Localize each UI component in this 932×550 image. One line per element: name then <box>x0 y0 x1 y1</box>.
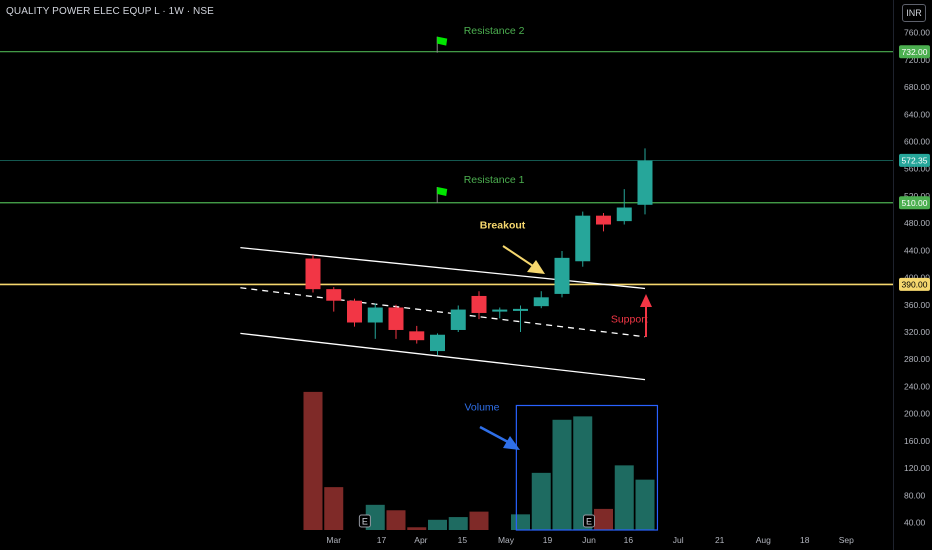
price-tick-label: 120.00 <box>904 463 930 473</box>
time-tick-label: 15 <box>458 535 468 545</box>
time-tick-label: Apr <box>414 535 427 545</box>
volume-bar <box>448 517 468 530</box>
candle-body[interactable] <box>554 257 570 294</box>
breakout-arrow-shaft <box>502 245 534 267</box>
flag-icon <box>437 36 448 46</box>
resistance-1-label: Resistance 1 <box>464 174 525 186</box>
flag-icon <box>437 187 448 197</box>
price-tick-label: 80.00 <box>904 490 926 500</box>
support-label: Support <box>611 313 648 325</box>
time-tick-label: Mar <box>326 535 341 545</box>
candle-body[interactable] <box>513 308 528 311</box>
channel-line-solid <box>240 332 646 381</box>
price-tick-label: 520.00 <box>904 191 930 201</box>
time-tick-label: Jun <box>582 535 596 545</box>
candle-body[interactable] <box>430 334 445 352</box>
candle-body[interactable] <box>616 207 632 222</box>
price-tick-label: 560.00 <box>904 164 930 174</box>
price-axis-separator <box>893 0 894 550</box>
support-arrow-head <box>640 294 652 307</box>
volume-bar <box>469 511 489 530</box>
volume-bar <box>635 479 655 530</box>
candle-body[interactable] <box>637 160 653 205</box>
volume-arrow-head <box>503 436 520 450</box>
breakout-arrow-head <box>527 260 545 274</box>
price-tick-label: 240.00 <box>904 381 930 391</box>
price-label-badge <box>899 277 930 291</box>
candle-body[interactable] <box>533 297 549 307</box>
price-tick-label: 200.00 <box>904 409 930 419</box>
earnings-marker[interactable] <box>582 514 595 528</box>
earnings-marker-label: E <box>362 517 368 527</box>
candle-body[interactable] <box>492 309 508 312</box>
time-tick-label: 21 <box>715 535 725 545</box>
candle-body[interactable] <box>326 289 342 301</box>
volume-bar <box>386 510 406 530</box>
time-tick-label: 17 <box>377 535 387 545</box>
price-tick-label: 360.00 <box>904 300 930 310</box>
candle-body[interactable] <box>575 215 591 262</box>
candle-body[interactable] <box>347 300 362 323</box>
volume-label: Volume <box>464 401 499 413</box>
price-tick-label: 680.00 <box>904 82 930 92</box>
volume-bar <box>552 419 572 530</box>
price-tick-label: 640.00 <box>904 109 930 119</box>
resistance-2-label: Resistance 2 <box>464 25 525 37</box>
volume-bar <box>594 508 613 530</box>
volume-bar <box>573 416 593 530</box>
price-label-text: 510.00 <box>902 198 928 208</box>
volume-bar <box>407 527 427 530</box>
volume-arrow-shaft <box>479 425 509 444</box>
time-tick-label: Jul <box>673 535 684 545</box>
price-tick-label: 480.00 <box>904 218 930 228</box>
volume-bar <box>303 391 323 530</box>
time-tick-label: Aug <box>756 535 771 545</box>
earnings-marker[interactable] <box>358 514 371 528</box>
volume-bar <box>531 472 551 530</box>
price-tick-label: 400.00 <box>904 273 930 283</box>
price-tick-label: 600.00 <box>904 137 930 147</box>
time-tick-label: 18 <box>800 535 810 545</box>
time-tick-label: 16 <box>624 535 634 545</box>
price-tick-label: 760.00 <box>904 28 930 38</box>
price-tick-label: 40.00 <box>904 518 926 528</box>
channel-line-dashed <box>240 287 646 338</box>
candle-body[interactable] <box>388 307 404 330</box>
volume-bar <box>614 465 634 530</box>
candle-body[interactable] <box>367 307 383 323</box>
breakout-label: Breakout <box>480 220 526 232</box>
channel-line-solid <box>240 247 646 290</box>
volume-bar <box>324 487 344 530</box>
candle-body[interactable] <box>305 258 321 290</box>
volume-highlight-box <box>515 404 659 531</box>
volume-bar <box>511 514 530 530</box>
price-tick-label: 440.00 <box>904 245 930 255</box>
price-tick-label: 160.00 <box>904 436 930 446</box>
earnings-marker-label: E <box>586 517 592 527</box>
price-tick-label: 720.00 <box>904 55 930 65</box>
price-label-text: 390.00 <box>902 280 928 290</box>
price-tick-label: 280.00 <box>904 354 930 364</box>
price-label-text: 572.35 <box>902 156 928 166</box>
candle-body[interactable] <box>471 295 487 313</box>
price-label-text: 732.00 <box>902 47 928 57</box>
time-tick-label: Sep <box>839 535 854 545</box>
price-label-badge <box>899 153 930 167</box>
volume-bar <box>428 519 447 530</box>
price-axis[interactable] <box>894 0 932 550</box>
time-tick-label: 19 <box>543 535 553 545</box>
candle-body[interactable] <box>596 215 611 225</box>
candle-body[interactable] <box>409 331 425 341</box>
currency-button[interactable]: INR <box>902 4 926 22</box>
price-tick-label: 320.00 <box>904 327 930 337</box>
price-label-badge <box>899 45 930 59</box>
price-label-badge <box>899 196 930 210</box>
candle-body[interactable] <box>450 309 466 330</box>
symbol-title: QUALITY POWER ELEC EQUP L · 1W · NSE <box>6 6 214 17</box>
time-tick-label: May <box>498 535 515 545</box>
